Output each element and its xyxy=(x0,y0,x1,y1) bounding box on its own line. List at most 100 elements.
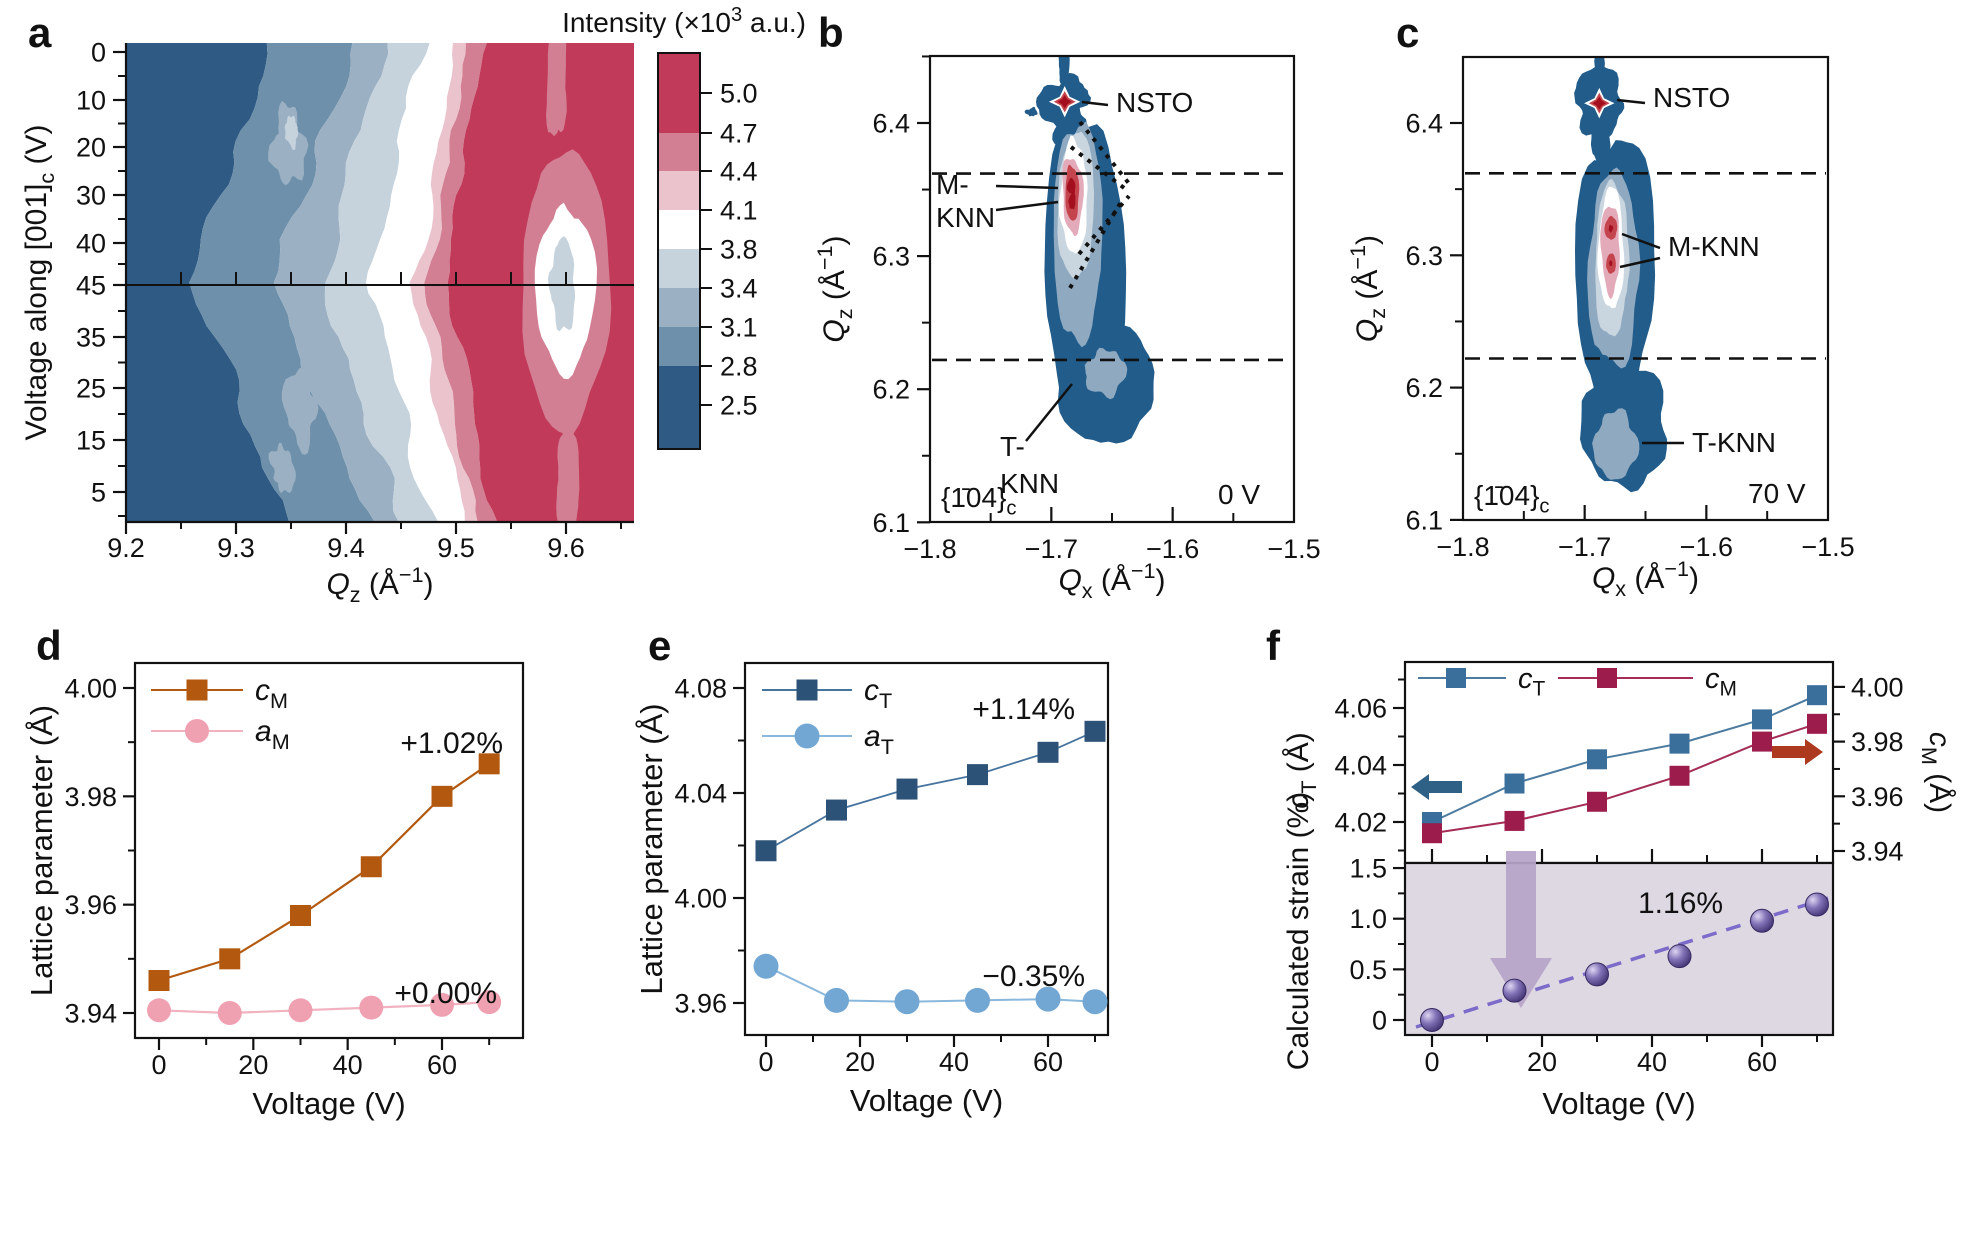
colorbar-segment xyxy=(658,327,700,366)
annotation: 1.16% xyxy=(1638,887,1723,920)
panel-a: 0 10 20 30 40 45 35 25 15 59.2 9.3 9.4 9.5 9.6 Qz (Å−1… xyxy=(20,4,806,607)
strain-y-tick-label: 1.5 xyxy=(1349,854,1387,884)
data-marker-square xyxy=(1422,823,1442,844)
data-marker-circle xyxy=(288,998,313,1023)
contour-band-light_slate xyxy=(273,43,399,522)
data-marker-circle xyxy=(430,992,455,1017)
contour-island-7 xyxy=(546,43,567,137)
contour-band-med_pink xyxy=(424,43,498,522)
label-m1: M- xyxy=(936,169,969,200)
y-tick-label: 0 xyxy=(91,38,106,68)
right-axis-arrow-icon xyxy=(1772,739,1823,765)
colorbar-tick-label: 3.4 xyxy=(720,274,758,304)
leader-line xyxy=(995,200,1059,212)
contour-band-light_pink xyxy=(409,43,478,522)
data-marker-circle xyxy=(217,1001,242,1025)
colorbar-tick-label: 5.0 xyxy=(720,79,758,109)
data-marker-circle xyxy=(894,989,920,1015)
x-tick-label: 0 xyxy=(151,1050,166,1080)
data-marker-sphere xyxy=(1585,962,1609,987)
rsm-blob-light_slate-6 xyxy=(1592,408,1640,480)
y-tick-label: 4.00 xyxy=(64,673,117,703)
y-tick-label: 5 xyxy=(91,478,106,508)
data-marker-square xyxy=(360,856,382,878)
annotation: +0.00% xyxy=(394,977,497,1010)
data-marker-square xyxy=(1587,791,1607,812)
x-tick-label: −1.8 xyxy=(1436,532,1489,562)
y-tick-label: 30 xyxy=(76,181,106,211)
f-bottom-frame xyxy=(1403,861,1835,1037)
x-tick-label: −1.6 xyxy=(1680,532,1733,562)
dotted-annotation-line xyxy=(1078,120,1133,188)
rsm-blob-navy-4 xyxy=(1594,57,1605,90)
rsm-blob-dark_red-16 xyxy=(1592,96,1607,110)
panel-c: −1.8 −1.7 −1.6 −1.5 6.4 6.3 6.2 6.1 Qx (Å−1) Qz (… xyxy=(1345,55,1855,601)
data-marker-circle xyxy=(185,719,209,743)
data-marker-circle xyxy=(147,998,171,1023)
data-marker-circle xyxy=(965,987,990,1013)
colorbar-segment xyxy=(658,288,700,327)
colorbar-segment xyxy=(658,249,700,288)
plot-frame xyxy=(743,661,1110,1037)
left-axis-arrow-icon xyxy=(1411,774,1462,800)
x-tick-label: −1.7 xyxy=(1558,532,1611,562)
data-marker-square xyxy=(1504,773,1525,794)
y-right-tick-label: 3.94 xyxy=(1851,837,1904,867)
x-axis-title: Voltage (V) xyxy=(850,1083,1003,1118)
y-tick-label: 3.96 xyxy=(674,989,727,1019)
series-a_T xyxy=(753,953,1108,1015)
y-tick-label: 4.04 xyxy=(674,779,727,809)
y-right-tick-label: 4.00 xyxy=(1851,672,1904,702)
y-tick-label: 3.98 xyxy=(64,782,117,812)
x-tick-label: −1.7 xyxy=(1025,534,1078,564)
x-tick-label: 9.5 xyxy=(437,533,475,563)
data-marker-square xyxy=(1752,709,1772,730)
legend-label: cM xyxy=(255,674,288,713)
x-axis-title: Qx (Å−1) xyxy=(1592,556,1699,601)
y-left-tick-label: 4.04 xyxy=(1334,751,1387,781)
rsm-blob-dark_red-12 xyxy=(1608,224,1614,233)
data-marker-square xyxy=(1669,733,1690,754)
data-marker-square xyxy=(478,753,500,775)
label-mknn: M-KNN xyxy=(1668,231,1760,262)
y-axis-title: Qz (Å−1) xyxy=(812,235,857,342)
data-marker-square xyxy=(1752,731,1772,752)
leader-line xyxy=(995,184,1059,190)
data-marker-sphere xyxy=(1805,892,1829,917)
colorbar-frame xyxy=(657,52,701,450)
f-x-tick-label: 0 xyxy=(1424,1047,1439,1077)
f-left-axis-title: cT (Å) xyxy=(1282,732,1321,809)
f-series-c_M xyxy=(1422,713,1827,844)
data-marker-square xyxy=(796,679,818,701)
x-tick-label: 9.2 xyxy=(107,533,145,563)
data-marker-square xyxy=(967,764,988,786)
x-tick-label: 9.6 xyxy=(547,533,585,563)
data-marker-circle xyxy=(1082,989,1108,1015)
y-tick-label: 10 xyxy=(76,86,106,116)
annotation: +1.14% xyxy=(972,693,1075,726)
rsm-blob-dark_red-12 xyxy=(1066,177,1076,195)
f-top-frame xyxy=(1403,660,1835,865)
colorbar-tick-label: 4.7 xyxy=(720,119,758,149)
legend-item-0: cT xyxy=(762,674,892,713)
y-tick-label: 45 xyxy=(76,271,106,301)
legend-item-1: aM xyxy=(151,715,290,754)
leader-line xyxy=(1616,98,1646,105)
f-x-tick-label: 60 xyxy=(1747,1047,1777,1077)
rsm-blob-navy-5 xyxy=(1024,106,1038,117)
data-marker-square xyxy=(219,948,241,970)
y-right-tick-label: 3.96 xyxy=(1851,782,1904,812)
series-c_M xyxy=(148,753,500,991)
panel-letter-b: b xyxy=(818,9,844,56)
legend-label: cM xyxy=(1705,663,1737,701)
y-left-tick-label: 4.06 xyxy=(1334,694,1387,724)
strain-axis-title: Calculated strain (%) xyxy=(1282,792,1315,1070)
x-axis-title: Qx (Å−1) xyxy=(1058,558,1165,603)
contour-island-3 xyxy=(268,442,296,494)
data-marker-circle xyxy=(753,953,779,979)
data-marker-square xyxy=(1807,713,1827,734)
contour-island-1 xyxy=(284,115,299,151)
series-a_M xyxy=(147,990,502,1025)
f-x-tick-label: 40 xyxy=(1637,1047,1667,1077)
big-down-arrow-icon xyxy=(1490,851,1552,1008)
